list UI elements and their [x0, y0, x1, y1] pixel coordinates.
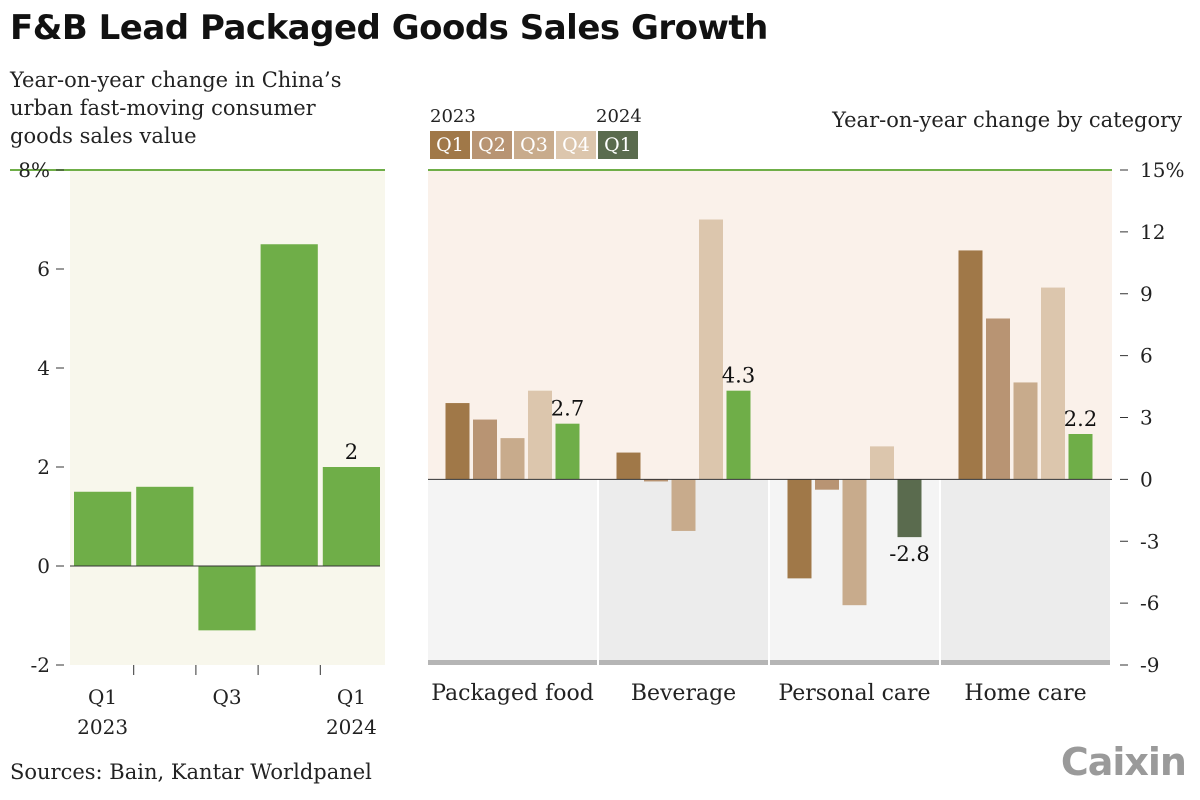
legend-year-2024: 2024	[596, 106, 642, 127]
right-plot-background-negative	[941, 479, 1110, 665]
right-bar	[445, 403, 470, 480]
right-bar	[528, 390, 552, 480]
right-bar	[644, 479, 668, 482]
right-ytick-label: 3	[1140, 406, 1153, 430]
left-ytick-label: 8%	[18, 158, 50, 182]
right-bar	[726, 390, 751, 480]
right-bar	[870, 446, 894, 480]
left-ytick-label: -2	[31, 653, 50, 677]
right-bar	[787, 479, 812, 579]
right-bar	[842, 479, 867, 606]
left-xtick-year: 2024	[326, 715, 377, 739]
right-bar	[473, 419, 497, 480]
right-data-label: 4.3	[722, 364, 755, 388]
left-ytick-label: 4	[37, 356, 50, 380]
right-bar	[958, 250, 983, 480]
legend-swatch-4: Q1	[598, 131, 638, 159]
left-ytick-label: 6	[37, 257, 50, 281]
right-ytick-label: -6	[1140, 591, 1159, 615]
right-plot-background-negative	[428, 479, 597, 665]
left-ytick-label: 0	[37, 554, 50, 578]
left-bar	[136, 486, 194, 566]
right-bar	[699, 219, 723, 480]
right-category-baseline	[941, 660, 1110, 665]
right-category-baseline	[770, 660, 939, 665]
right-category-baseline	[599, 660, 768, 665]
right-data-label: 2.2	[1064, 407, 1097, 431]
right-ytick-label: 15%	[1140, 158, 1184, 182]
left-chart-subtitle: Year-on-year change in China’s urban fas…	[10, 68, 342, 148]
legend-swatch-1: Q2	[472, 131, 512, 159]
left-bar	[198, 566, 256, 631]
right-ytick-label: -9	[1140, 653, 1159, 677]
right-bar	[897, 479, 922, 538]
right-category-label: Home care	[964, 681, 1086, 706]
right-bar	[671, 479, 696, 531]
right-bar	[815, 479, 839, 490]
right-category-label: Packaged food	[431, 681, 594, 706]
left-xtick-year: 2023	[77, 715, 128, 739]
right-ytick-label: 12	[1140, 220, 1165, 244]
left-xtick-label: Q3	[212, 685, 241, 709]
caixin-logo: Caixin	[1060, 740, 1187, 784]
right-chart-subtitle: Year-on-year change by category	[832, 108, 1182, 132]
legend-swatch-3: Q4	[556, 131, 596, 159]
legend: 2023 2024 Q1 Q2 Q3 Q4 Q1	[430, 106, 642, 162]
right-bar	[986, 318, 1010, 480]
right-ytick-label: 9	[1140, 282, 1153, 306]
right-bar	[555, 423, 580, 480]
right-bar	[1068, 434, 1093, 480]
left-ytick-label: 2	[37, 455, 50, 479]
right-ytick-label: 0	[1140, 467, 1153, 491]
legend-year-2023: 2023	[430, 106, 476, 127]
right-category-label: Beverage	[631, 681, 736, 706]
right-bar	[616, 452, 641, 480]
right-bar	[1013, 382, 1038, 480]
right-data-label: -2.8	[889, 542, 930, 566]
right-bar	[1041, 287, 1065, 480]
right-category-label: Personal care	[778, 681, 930, 706]
left-data-label: 2	[345, 440, 358, 464]
left-xtick-label: Q1	[88, 685, 117, 709]
legend-swatch-2: Q3	[514, 131, 554, 159]
right-bar	[500, 438, 525, 480]
source-note: Sources: Bain, Kantar Worldpanel	[10, 760, 372, 784]
right-ytick-label: 6	[1140, 344, 1153, 368]
left-bar	[322, 467, 380, 566]
right-ytick-label: -3	[1140, 529, 1159, 553]
left-bar	[260, 244, 318, 566]
right-category-baseline	[428, 660, 597, 665]
right-data-label: 2.7	[551, 397, 584, 421]
left-xtick-label: Q1	[337, 685, 366, 709]
left-bar	[74, 491, 132, 566]
chart-title: F&B Lead Packaged Goods Sales Growth	[10, 8, 768, 48]
legend-swatch-0: Q1	[430, 131, 470, 159]
legend-swatches: Q1 Q2 Q3 Q4 Q1	[430, 131, 640, 159]
